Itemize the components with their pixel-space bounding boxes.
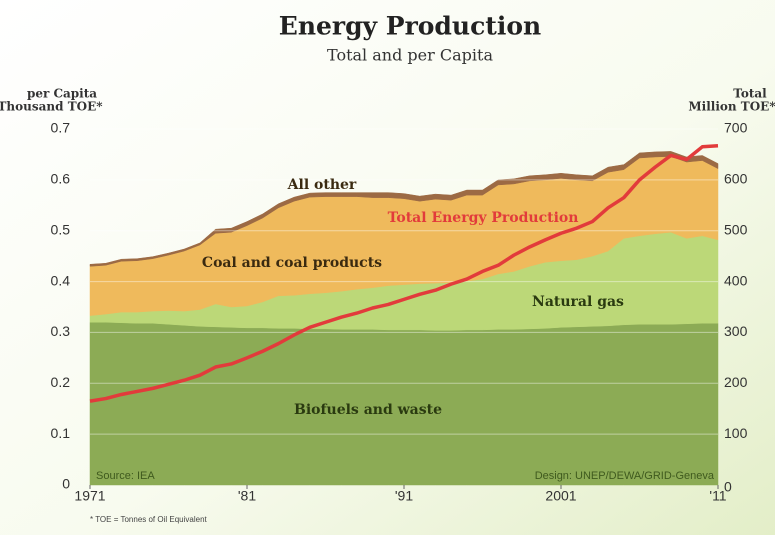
y2-tick-label: 200 bbox=[724, 374, 748, 390]
y2-tick-label: 600 bbox=[724, 171, 748, 187]
y2-tick-label: 700 bbox=[724, 120, 748, 136]
series-label: Total Energy Production bbox=[388, 210, 579, 226]
credit: Design: UNEP/DEWA/GRID-Geneva bbox=[535, 470, 715, 482]
y-axis-label: per Capita bbox=[27, 87, 97, 101]
y-tick-label: 0.2 bbox=[51, 374, 71, 390]
y2-tick-label: 300 bbox=[724, 323, 748, 339]
x-tick-label: 2001 bbox=[545, 488, 576, 504]
y-tick-label: 0.5 bbox=[51, 221, 71, 237]
y-tick-label: 0 bbox=[62, 476, 70, 492]
y2-axis-label: Total bbox=[733, 87, 767, 101]
y-axis-label: Thousand TOE* bbox=[0, 100, 103, 114]
series-label: Biofuels and waste bbox=[294, 402, 442, 418]
x-tick-label: '81 bbox=[238, 488, 256, 504]
source: Source: IEA bbox=[96, 470, 155, 482]
y2-tick-label: 400 bbox=[724, 272, 748, 288]
footnote: * TOE = Tonnes of Oil Equivalent bbox=[90, 515, 208, 524]
y-tick-label: 0.3 bbox=[51, 323, 71, 339]
y-tick-label: 0.6 bbox=[51, 171, 71, 187]
x-tick-label: 1971 bbox=[74, 488, 105, 504]
y-tick-label: 0.4 bbox=[51, 272, 71, 288]
y2-tick-label: 100 bbox=[724, 425, 748, 441]
line bbox=[89, 144, 719, 403]
x-tick-label: '91 bbox=[395, 488, 413, 504]
chart-subtitle: Total and per Capita bbox=[327, 46, 493, 65]
series-label: Natural gas bbox=[532, 294, 624, 310]
y2-tick-label: 500 bbox=[724, 221, 748, 237]
y-tick-label: 0.1 bbox=[51, 425, 71, 441]
y-tick-label: 0.7 bbox=[51, 120, 71, 136]
x-tick-label: '11 bbox=[709, 488, 726, 504]
series-label: Coal and coal products bbox=[202, 255, 382, 271]
y2-axis-label: Million TOE* bbox=[688, 100, 775, 114]
series-label: All other bbox=[287, 177, 357, 193]
area bbox=[89, 151, 719, 267]
y2-tick-label: 0 bbox=[724, 479, 732, 495]
chart-title: Energy Production bbox=[279, 12, 541, 41]
